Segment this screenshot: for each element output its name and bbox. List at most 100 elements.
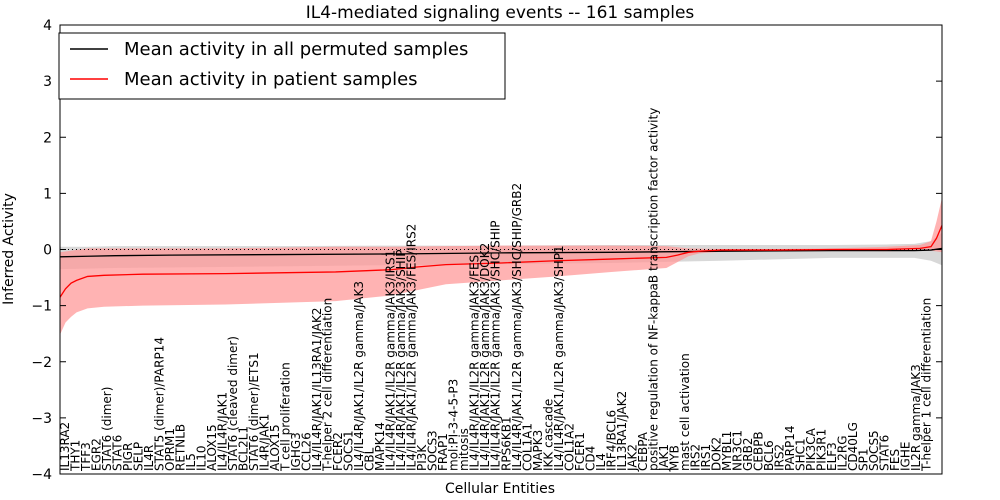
category-label: PI3K [415,444,429,471]
category-label: IL2RG [835,436,849,472]
category-label: SOCS1 [342,430,356,471]
category-label: IL4/IL4R/JAK1/IL2R gamma/JAK3/SHC/SHIP/G… [510,183,524,471]
category-label: PIK3CA [804,427,818,471]
category-label: ALOX15 [205,424,219,471]
category-label: OPRM1 [163,428,177,471]
y-tick-label: −2 [31,355,52,371]
category-label: COL1A2 [562,423,576,471]
category-label: CCL26 [300,432,314,471]
category-label: JAK1 [657,444,671,472]
category-label: DOK2 [709,437,723,471]
category-label: RPS6KB1 [499,416,513,471]
category-label: PARP14 [783,425,797,471]
series-line-permuted [59,247,943,258]
category-label: STAT6 [878,435,892,471]
category-label: BCL2L1 [237,426,251,471]
category-label: IL13RA2 [58,422,72,471]
category-label: ALOX15 [268,424,282,471]
category-label: IL4R/JAK1 [258,414,272,471]
category-label: FES [888,449,902,471]
y-tick-label: 3 [43,74,52,90]
category-label: GRB2 [741,437,755,471]
legend-label-patient: Mean activity in patient samples [124,69,418,90]
category-label: FRAP1 [436,433,450,471]
category-label: IRF4/BCL6 [604,410,618,471]
category-label: FCER2 [331,432,345,471]
y-tick-label: −3 [31,411,52,427]
category-label: IL2R gamma/JAK3 [909,364,923,471]
category-label: IL4/IL4R/JAK1 [216,392,230,471]
category-label: IKK cascade [541,399,555,471]
category-label: IL10 [195,446,209,472]
category-label: mol:PI-3-4-5-P3 [447,379,461,471]
legend-label-permuted: Mean activity in all permuted samples [124,39,468,60]
category-label: MAPK14 [373,422,387,471]
category-label: SOCS5 [867,430,881,471]
band-patient [60,197,942,335]
category-label: NR3C1 [730,430,744,471]
category-label: IL4/IL4R/JAK1/IL2R gamma/JAK3 [352,281,366,471]
category-label: IRS2 [772,444,786,471]
category-label: IL4 [594,453,608,471]
category-label: T-helper 2 cell differentiation [321,298,335,472]
category-label: IL4/IL4R/JAK1/IL2R gamma/JAK3/SHIP [394,250,408,471]
category-label: STAT6 (cleaved dimer) [226,336,240,471]
category-label: PIK3R1 [814,429,828,471]
category-label: MYBL1 [720,431,734,471]
category-label: T cell proliferation [279,362,293,472]
category-label: STAT6 [111,435,125,471]
category-label: IL4/IL4R/JAK1/IL2R gamma/JAK3/SHP1 [552,245,566,471]
y-axis-ticks: −4 −3 −2 −1 0 1 2 3 4 [31,18,942,483]
series-line-patient [59,225,943,298]
category-label: TFF3 [79,442,93,472]
category-label: SOCS3 [426,430,440,471]
category-label: IGHG3 [289,432,303,471]
category-label: T-helper 1 cell differentiation [920,298,934,472]
category-label: CBL [363,447,377,471]
confidence-bands [60,197,942,335]
category-label: IGHE [899,442,913,471]
y-tick-label: −4 [31,467,52,483]
category-label: IL4/IL4R/JAK1/IL2R gamma/JAK3/IRS1 [384,250,398,471]
category-label: IL4R [142,445,156,471]
category-label: SELP [132,442,146,471]
category-label: CD40LG [846,422,860,471]
category-label: JAK2 [625,444,639,472]
category-label: IRS1 [699,444,713,471]
category-label: CEBPB [751,431,765,471]
category-label: CD4 [583,446,597,471]
category-label: IL5 [184,453,198,471]
category-label: MYB [667,445,681,471]
y-tick-label: 2 [43,130,52,146]
category-label: IRS2 [688,444,702,471]
legend-box [58,32,506,100]
category-label: MAPK3 [531,430,545,471]
category-label: SP1 [857,449,871,472]
category-label: mitosis [457,428,471,471]
y-tick-label: −1 [31,299,52,315]
series-lines [59,225,943,298]
category-label: IL13RA1/JAK2 [615,391,629,471]
category-label: RETNLB [174,424,188,471]
category-label: THY1 [69,440,83,472]
category-label: SHC1 [793,438,807,471]
chart-title: IL4-mediated signaling events -- 161 sam… [306,3,695,23]
category-label: IL4/IL4R/JAK1/IL2R gamma/JAK3/DOK2 [478,243,492,471]
category-label: ELF3 [825,442,839,471]
y-axis-label: Inferred Activity [1,193,17,305]
y-tick-label: 1 [43,186,52,202]
category-label: COL1A1 [520,423,534,471]
category-label: CEBPA [636,431,650,471]
category-label: IL4/IL4R/JAK1/IL2R gamma/JAK3/SHC/SHIP [489,220,503,471]
category-label: EGR2 [90,438,104,471]
category-label: IL4/IL4R/JAK1/IL2R gamma/JAK3/FES [468,255,482,471]
category-label: positive regulation of NF-kappaB transcr… [646,108,660,471]
category-label: FCER1 [573,432,587,471]
category-label: STAT6 (dimer) [100,387,114,471]
category-label: STAT6 (dimer)/ETS1 [247,352,261,471]
category-label: IL4/IL4R/JAK1/IL13RA1/JAK2 [310,308,324,472]
category-label: STAT5 (dimer)/PARP14 [153,337,167,471]
legend: Mean activity in all permuted samples Me… [58,32,506,100]
